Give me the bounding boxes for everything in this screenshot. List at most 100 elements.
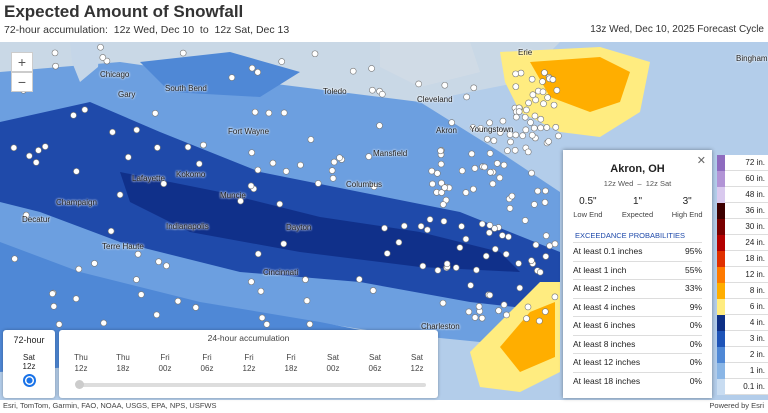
station[interactable] bbox=[478, 220, 486, 228]
station[interactable] bbox=[160, 180, 168, 188]
station[interactable] bbox=[536, 268, 544, 276]
station[interactable] bbox=[306, 320, 314, 328]
station[interactable] bbox=[489, 180, 497, 188]
station[interactable] bbox=[381, 224, 388, 232]
station[interactable] bbox=[541, 199, 549, 206]
station[interactable] bbox=[376, 122, 383, 129]
station[interactable] bbox=[248, 149, 256, 156]
station[interactable] bbox=[153, 311, 160, 319]
station[interactable] bbox=[452, 264, 460, 271]
station[interactable] bbox=[504, 147, 511, 154]
station[interactable] bbox=[543, 124, 551, 131]
station[interactable] bbox=[280, 109, 288, 117]
slider-knob[interactable] bbox=[75, 380, 84, 389]
station[interactable] bbox=[478, 314, 486, 322]
station[interactable] bbox=[329, 175, 337, 182]
station[interactable] bbox=[471, 314, 479, 321]
station[interactable] bbox=[434, 170, 441, 177]
station[interactable] bbox=[307, 136, 315, 143]
station[interactable] bbox=[251, 108, 259, 116]
station[interactable] bbox=[11, 255, 18, 263]
station[interactable] bbox=[540, 100, 547, 108]
station[interactable] bbox=[528, 75, 536, 83]
station[interactable] bbox=[524, 303, 532, 311]
station[interactable] bbox=[109, 128, 116, 136]
station[interactable] bbox=[133, 126, 140, 134]
station[interactable] bbox=[511, 146, 519, 154]
station[interactable] bbox=[282, 168, 290, 175]
station[interactable] bbox=[137, 291, 145, 298]
station[interactable] bbox=[486, 229, 493, 236]
station[interactable] bbox=[263, 321, 271, 328]
time-step[interactable]: Sat 06z bbox=[355, 352, 395, 374]
station[interactable] bbox=[72, 295, 80, 303]
station[interactable] bbox=[516, 284, 524, 292]
station[interactable] bbox=[26, 152, 33, 160]
station[interactable] bbox=[419, 262, 427, 270]
station[interactable] bbox=[155, 258, 162, 265]
station[interactable] bbox=[470, 185, 477, 193]
station[interactable] bbox=[477, 125, 485, 132]
station[interactable] bbox=[303, 297, 311, 304]
station[interactable] bbox=[491, 225, 498, 232]
station[interactable] bbox=[519, 132, 526, 139]
station[interactable] bbox=[10, 144, 18, 152]
station[interactable] bbox=[258, 314, 266, 322]
station[interactable] bbox=[468, 150, 476, 158]
station[interactable] bbox=[539, 88, 547, 96]
station[interactable] bbox=[529, 91, 537, 99]
station[interactable] bbox=[499, 232, 506, 239]
station[interactable] bbox=[429, 180, 436, 188]
station[interactable] bbox=[462, 235, 470, 243]
station[interactable] bbox=[473, 266, 480, 274]
station[interactable] bbox=[107, 227, 115, 235]
station[interactable] bbox=[297, 161, 304, 169]
station[interactable] bbox=[415, 80, 422, 88]
zoom-in[interactable]: + bbox=[11, 52, 33, 72]
station[interactable] bbox=[539, 78, 546, 85]
station[interactable] bbox=[522, 126, 530, 134]
station[interactable] bbox=[552, 123, 560, 131]
station[interactable] bbox=[525, 99, 532, 107]
station[interactable] bbox=[248, 64, 256, 72]
station[interactable] bbox=[81, 106, 89, 113]
station[interactable] bbox=[462, 189, 470, 196]
station[interactable] bbox=[116, 191, 124, 199]
station[interactable] bbox=[97, 43, 104, 51]
station[interactable] bbox=[336, 154, 343, 162]
station[interactable] bbox=[542, 253, 550, 260]
station[interactable] bbox=[486, 150, 494, 157]
station[interactable] bbox=[512, 131, 520, 139]
station[interactable] bbox=[395, 239, 403, 246]
zoom-out[interactable]: − bbox=[11, 72, 33, 92]
time-step[interactable]: Sat 00z bbox=[313, 352, 353, 374]
station[interactable] bbox=[528, 131, 536, 139]
station[interactable] bbox=[437, 147, 444, 155]
station[interactable] bbox=[496, 174, 504, 182]
station[interactable] bbox=[484, 135, 491, 143]
station[interactable] bbox=[22, 211, 30, 219]
station[interactable] bbox=[458, 167, 466, 175]
station[interactable] bbox=[542, 187, 549, 195]
station[interactable] bbox=[500, 161, 508, 169]
time-step[interactable]: Fri 06z bbox=[187, 352, 227, 374]
station[interactable] bbox=[439, 299, 447, 307]
station[interactable] bbox=[487, 168, 494, 176]
station[interactable] bbox=[502, 250, 510, 258]
station[interactable] bbox=[508, 192, 516, 200]
station[interactable] bbox=[443, 260, 451, 268]
station[interactable] bbox=[551, 293, 559, 301]
station[interactable] bbox=[486, 119, 493, 127]
station[interactable] bbox=[278, 58, 286, 65]
time-step[interactable]: Thu 18z bbox=[103, 352, 143, 374]
station[interactable] bbox=[163, 262, 170, 270]
station[interactable] bbox=[555, 132, 562, 140]
station[interactable] bbox=[537, 124, 544, 132]
station[interactable] bbox=[330, 158, 338, 166]
station[interactable] bbox=[184, 143, 192, 151]
station[interactable] bbox=[370, 183, 378, 190]
station[interactable] bbox=[517, 69, 525, 77]
station[interactable] bbox=[134, 250, 142, 258]
station[interactable] bbox=[470, 84, 478, 92]
station[interactable] bbox=[456, 244, 464, 251]
